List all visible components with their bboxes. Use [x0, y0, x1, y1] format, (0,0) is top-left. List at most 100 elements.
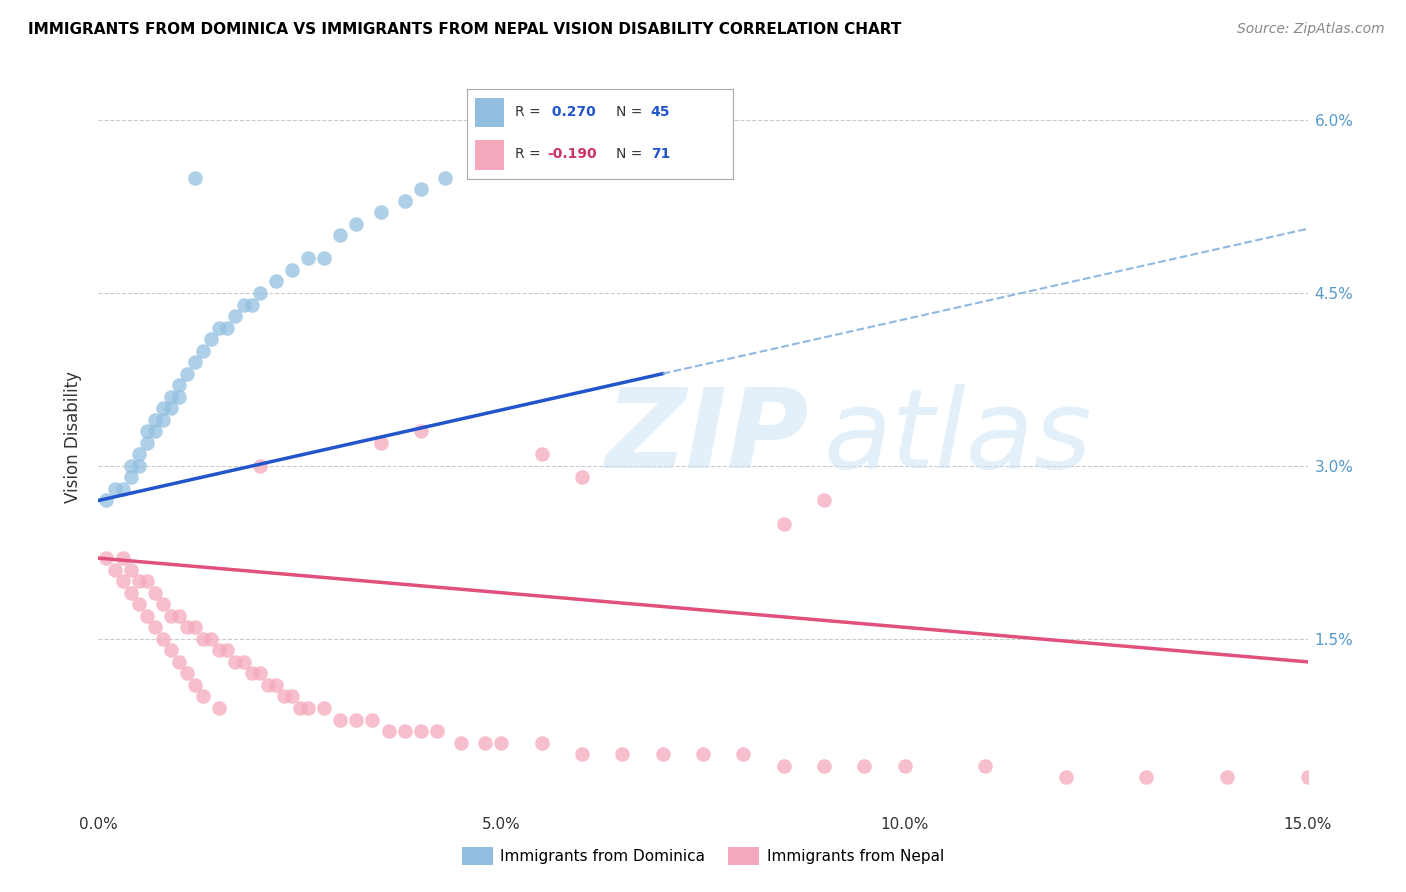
Point — [111, 482, 134, 496]
Point — [217, 320, 239, 334]
Point — [160, 390, 183, 404]
Point — [314, 701, 336, 715]
Point — [1135, 770, 1157, 784]
Legend: Immigrants from Dominica, Immigrants from Nepal: Immigrants from Dominica, Immigrants fro… — [456, 840, 950, 871]
Point — [586, 125, 609, 139]
Point — [1216, 770, 1239, 784]
Point — [813, 493, 835, 508]
Point — [1296, 770, 1319, 784]
Point — [184, 620, 207, 634]
Point — [370, 205, 392, 219]
Point — [200, 632, 222, 646]
Point — [692, 747, 714, 761]
Point — [612, 125, 634, 139]
Point — [135, 574, 157, 589]
Point — [200, 332, 222, 346]
Point — [370, 435, 392, 450]
Point — [314, 252, 336, 266]
Point — [571, 470, 593, 484]
Point — [143, 585, 166, 599]
Point — [571, 747, 593, 761]
Point — [344, 713, 367, 727]
Point — [249, 458, 271, 473]
Point — [96, 493, 118, 508]
Point — [853, 758, 876, 772]
Point — [167, 390, 190, 404]
Point — [530, 735, 553, 749]
Point — [361, 713, 384, 727]
Point — [143, 413, 166, 427]
Point — [281, 690, 304, 704]
Point — [120, 458, 142, 473]
Point — [530, 447, 553, 461]
Point — [103, 482, 125, 496]
Point — [176, 666, 198, 681]
Point — [193, 343, 215, 358]
Point — [377, 724, 399, 739]
Point — [491, 735, 513, 749]
Point — [249, 285, 271, 300]
Point — [264, 678, 287, 692]
Point — [160, 643, 183, 657]
Point — [103, 563, 125, 577]
Point — [474, 735, 496, 749]
Point — [111, 551, 134, 566]
Point — [120, 563, 142, 577]
Point — [491, 159, 513, 173]
Point — [224, 655, 246, 669]
Point — [135, 435, 157, 450]
Point — [426, 724, 449, 739]
Point — [176, 367, 198, 381]
Point — [128, 458, 150, 473]
Point — [409, 425, 432, 439]
Point — [143, 620, 166, 634]
Point — [651, 747, 673, 761]
Point — [329, 228, 352, 243]
Point — [409, 724, 432, 739]
Point — [297, 701, 319, 715]
Text: Source: ZipAtlas.com: Source: ZipAtlas.com — [1237, 22, 1385, 37]
Point — [167, 378, 190, 392]
Point — [434, 170, 457, 185]
Point — [193, 690, 215, 704]
Text: IMMIGRANTS FROM DOMINICA VS IMMIGRANTS FROM NEPAL VISION DISABILITY CORRELATION : IMMIGRANTS FROM DOMINICA VS IMMIGRANTS F… — [28, 22, 901, 37]
Point — [394, 194, 416, 208]
Point — [450, 735, 472, 749]
Point — [240, 297, 263, 311]
Point — [152, 632, 174, 646]
Point — [160, 608, 183, 623]
Point — [111, 574, 134, 589]
Point — [167, 608, 190, 623]
Point — [184, 355, 207, 369]
Point — [264, 275, 287, 289]
Point — [733, 747, 755, 761]
Point — [394, 724, 416, 739]
Point — [232, 655, 254, 669]
Point — [288, 701, 311, 715]
Point — [167, 655, 190, 669]
Point — [772, 758, 794, 772]
Point — [813, 758, 835, 772]
Point — [208, 701, 231, 715]
Point — [297, 252, 319, 266]
Point — [128, 574, 150, 589]
Point — [184, 170, 207, 185]
Point — [344, 217, 367, 231]
Point — [96, 551, 118, 566]
Point — [128, 597, 150, 611]
Point — [1054, 770, 1077, 784]
Point — [224, 309, 246, 323]
Point — [256, 678, 278, 692]
Point — [249, 666, 271, 681]
Point — [530, 147, 553, 161]
Point — [208, 320, 231, 334]
Point — [160, 401, 183, 416]
Point — [636, 113, 658, 128]
Point — [893, 758, 915, 772]
Point — [232, 297, 254, 311]
Point — [974, 758, 997, 772]
Point — [128, 447, 150, 461]
Point — [176, 620, 198, 634]
Point — [240, 666, 263, 681]
Point — [329, 713, 352, 727]
